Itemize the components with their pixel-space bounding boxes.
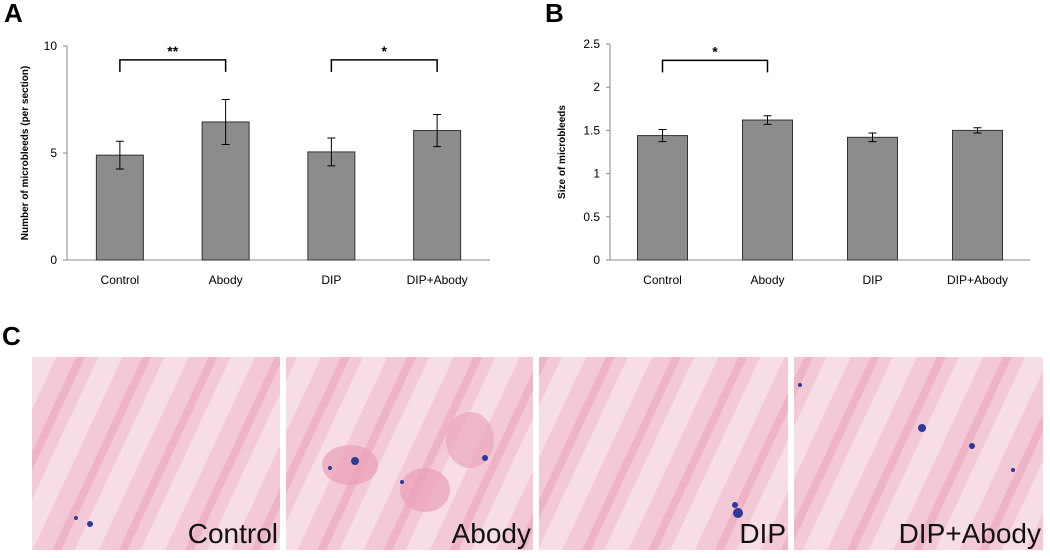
y-tick-label: 5 (50, 146, 57, 160)
bar (413, 130, 462, 261)
bar (847, 136, 898, 261)
panel-letter: B (545, 0, 564, 28)
error-bar (763, 115, 772, 125)
y-tick-label: 2 (593, 80, 600, 94)
significance-bracket (119, 59, 227, 72)
error-bar (868, 132, 877, 143)
x-tick-label: Control (643, 273, 682, 287)
error-bar (433, 113, 442, 148)
significance-label: * (382, 43, 388, 59)
micrograph (539, 357, 788, 550)
image-label: Abody (452, 518, 531, 549)
bar (95, 154, 144, 261)
error-bar (115, 140, 124, 170)
x-tick-label: Abody (750, 273, 784, 287)
image-label: DIP (739, 518, 786, 549)
bar (201, 121, 250, 261)
x-tick-label: DIP (862, 273, 882, 287)
x-tick-label: DIP+Abody (947, 273, 1008, 287)
micrograph (794, 357, 1043, 550)
x-tick-label: Abody (209, 273, 243, 287)
tissue-spot (400, 468, 450, 512)
error-bar (658, 129, 667, 143)
significance-bracket (661, 59, 769, 73)
significance-label: * (712, 43, 718, 59)
tissue-spot (446, 412, 494, 468)
bar (637, 135, 688, 261)
y-axis-label: Size of microbleeds (557, 105, 568, 199)
bar (742, 119, 793, 261)
panel-letter: A (4, 0, 23, 28)
error-bar (327, 137, 336, 167)
y-tick-label: 2.5 (583, 37, 600, 51)
y-tick-label: 10 (44, 39, 58, 53)
x-tick-label: DIP+Abody (407, 273, 468, 287)
bar (952, 129, 1003, 261)
y-tick-label: 0 (50, 253, 57, 267)
bar (307, 151, 356, 261)
micrograph (32, 357, 280, 550)
panel-letter: C (2, 321, 21, 351)
y-tick-label: 1.5 (583, 123, 600, 137)
x-tick-label: Control (101, 273, 140, 287)
image-label: DIP+Abody (899, 518, 1041, 549)
tissue-spot (322, 445, 378, 485)
error-bar (973, 127, 982, 134)
x-tick-label: DIP (321, 273, 341, 287)
image-panels (32, 357, 1043, 550)
significance-label: ** (167, 43, 178, 59)
error-bar (221, 99, 230, 145)
y-tick-label: 0 (593, 253, 600, 267)
y-tick-label: 0.5 (583, 210, 600, 224)
image-label: Control (188, 518, 278, 549)
y-tick-label: 1 (593, 167, 600, 181)
significance-bracket (330, 59, 438, 72)
y-axis-label: Number of microbleeds (per section) (20, 66, 31, 240)
iron-deposits (74, 383, 1015, 527)
